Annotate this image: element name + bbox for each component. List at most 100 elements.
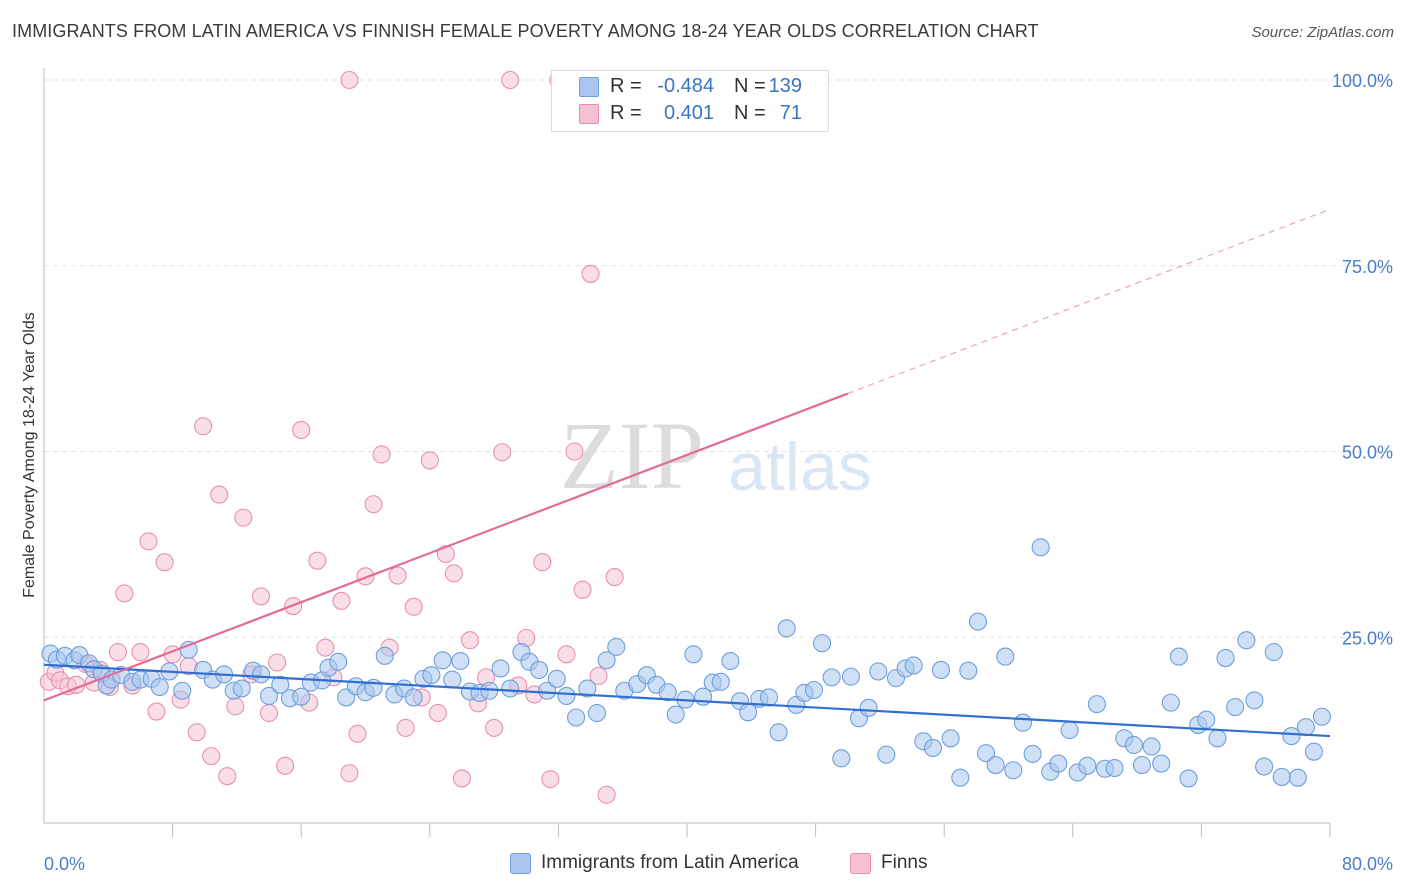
data-point xyxy=(308,551,327,570)
trend-line-latin-america xyxy=(43,663,1331,738)
data-point xyxy=(356,567,375,586)
legend-r-value: -0.484 xyxy=(657,75,714,97)
data-point xyxy=(485,718,504,737)
data-point xyxy=(869,662,888,681)
data-point xyxy=(491,659,510,678)
data-point xyxy=(232,679,251,698)
chart-title: IMMIGRANTS FROM LATIN AMERICA VS FINNISH… xyxy=(12,21,1039,41)
data-point xyxy=(1031,538,1050,557)
data-point xyxy=(968,612,988,631)
data-point xyxy=(931,660,951,679)
data-point xyxy=(433,651,452,670)
data-point xyxy=(218,767,237,786)
y-tick-label: 75.0% xyxy=(1342,257,1393,277)
legend-r-label: R = xyxy=(610,102,642,124)
data-point xyxy=(316,638,335,657)
data-point xyxy=(777,619,796,638)
data-point xyxy=(364,495,383,514)
data-point xyxy=(1197,710,1216,729)
data-point xyxy=(804,680,824,700)
data-point xyxy=(941,729,960,748)
data-point xyxy=(444,564,463,583)
data-point xyxy=(1208,729,1227,748)
data-point xyxy=(859,698,878,717)
data-point xyxy=(951,768,970,787)
data-point xyxy=(428,703,447,723)
legend-swatch-finns xyxy=(579,104,599,124)
data-point xyxy=(1023,744,1042,763)
legend-label: Finns xyxy=(881,852,928,873)
grid-lines xyxy=(44,79,1394,638)
data-point xyxy=(1282,727,1301,746)
data-point xyxy=(597,651,616,670)
data-point xyxy=(202,747,221,766)
data-point xyxy=(812,634,832,653)
data-point xyxy=(684,645,703,664)
legend-swatch-finns xyxy=(850,853,871,874)
data-point xyxy=(923,738,942,758)
data-point xyxy=(173,681,192,700)
data-point xyxy=(155,553,174,572)
data-point xyxy=(268,653,287,672)
data-point xyxy=(501,70,520,90)
data-point xyxy=(739,703,758,722)
data-point xyxy=(1216,649,1235,668)
data-point xyxy=(1060,721,1079,740)
data-point xyxy=(904,656,923,675)
data-point xyxy=(451,651,470,671)
data-point xyxy=(210,485,229,504)
data-point xyxy=(292,687,311,706)
legend-n-label: N = xyxy=(734,75,766,97)
data-point xyxy=(422,666,441,685)
data-point xyxy=(1237,631,1256,650)
watermark: ZIP atlas xyxy=(560,402,872,509)
legend-r-value: 0.401 xyxy=(663,102,714,124)
data-point xyxy=(348,724,367,743)
correlation-legend: R = -0.484 N = 139 R = 0.401 N = 71 xyxy=(551,70,829,132)
y-axis-label: Female Poverty Among 18-24 Year Olds xyxy=(21,312,38,598)
watermark-zip: ZIP xyxy=(560,402,704,509)
data-point xyxy=(1179,769,1198,788)
data-point xyxy=(573,580,592,599)
legend-n-value: 139 xyxy=(768,75,802,97)
data-point xyxy=(1078,756,1097,775)
data-point xyxy=(1312,707,1332,726)
y-tick-label: 50.0% xyxy=(1342,443,1393,463)
data-point xyxy=(996,647,1015,666)
data-point xyxy=(1161,693,1180,712)
data-point xyxy=(832,749,851,768)
data-point xyxy=(1288,768,1307,787)
data-point xyxy=(976,744,996,763)
data-point xyxy=(375,646,394,665)
data-point xyxy=(538,681,557,700)
data-point xyxy=(541,770,560,789)
data-point xyxy=(1264,643,1283,662)
data-point xyxy=(329,652,348,671)
data-point xyxy=(1296,718,1315,737)
data-point xyxy=(1105,758,1124,778)
data-point xyxy=(108,643,127,662)
data-point xyxy=(259,703,279,723)
data-point xyxy=(1124,735,1143,755)
data-point xyxy=(607,637,626,656)
data-point xyxy=(547,669,566,688)
data-point xyxy=(147,702,166,721)
data-point xyxy=(533,553,552,572)
legend-swatch-latin-america xyxy=(579,77,599,97)
data-point xyxy=(150,677,169,697)
data-point xyxy=(1132,755,1151,775)
data-point xyxy=(131,643,150,662)
legend-n-value: 71 xyxy=(779,102,802,124)
data-point xyxy=(276,756,295,775)
x-tick-label: 80.0% xyxy=(1342,854,1393,874)
data-point xyxy=(1304,742,1323,761)
data-point xyxy=(1255,757,1274,776)
data-point xyxy=(565,442,584,461)
data-point xyxy=(340,70,359,90)
data-point xyxy=(226,697,245,716)
trend-line-finns-projection xyxy=(847,208,1331,395)
data-point xyxy=(251,587,271,606)
trend-line-finns xyxy=(43,392,849,702)
data-point xyxy=(587,703,607,723)
